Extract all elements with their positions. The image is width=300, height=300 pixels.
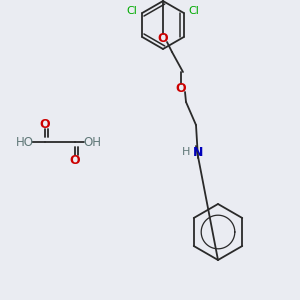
Text: O: O xyxy=(158,32,168,46)
Text: HO: HO xyxy=(16,136,34,148)
Text: OH: OH xyxy=(83,136,101,148)
Text: Cl: Cl xyxy=(127,6,138,16)
Text: O: O xyxy=(40,118,50,130)
Text: N: N xyxy=(193,146,203,158)
Text: Cl: Cl xyxy=(188,6,199,16)
Text: H: H xyxy=(182,147,190,157)
Text: O: O xyxy=(70,154,80,166)
Text: O: O xyxy=(176,82,186,95)
